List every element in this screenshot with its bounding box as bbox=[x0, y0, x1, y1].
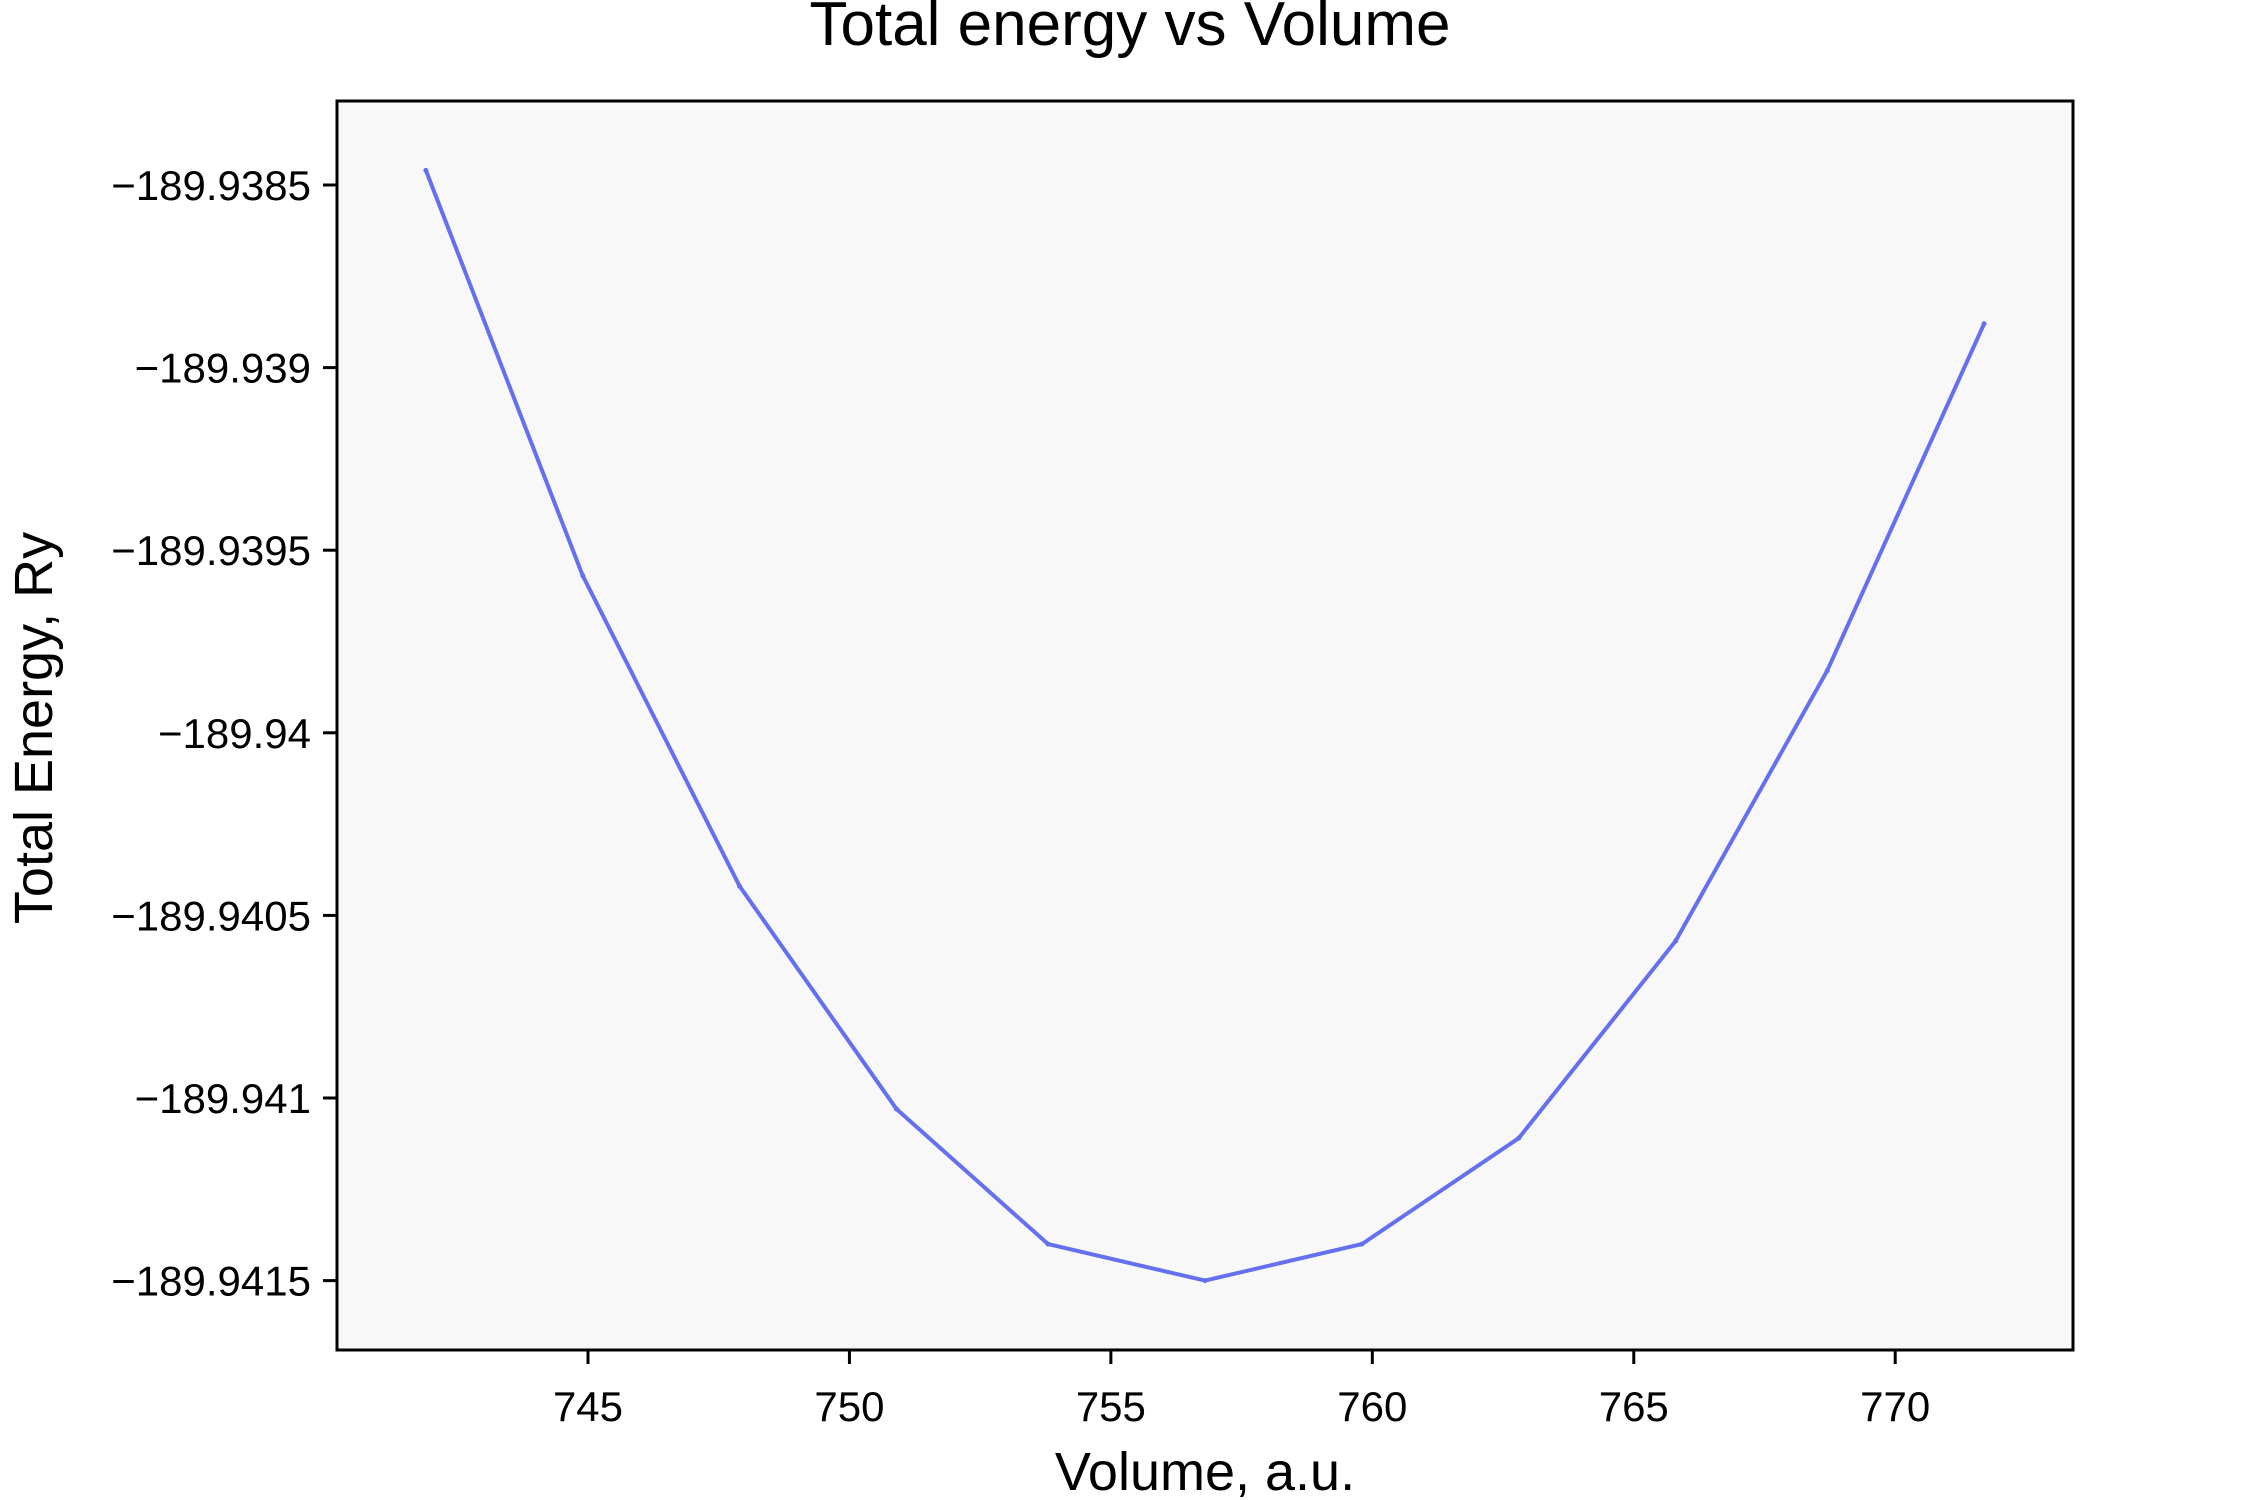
y-tick-label: −189.94 bbox=[158, 710, 311, 757]
x-tick-label: 770 bbox=[1860, 1383, 1930, 1430]
y-tick-label: −189.939 bbox=[135, 345, 311, 392]
y-tick-label: −189.941 bbox=[135, 1075, 311, 1122]
chart-title: Total energy vs Volume bbox=[809, 0, 1450, 59]
data-point bbox=[1202, 1278, 1208, 1284]
data-point bbox=[1981, 321, 1987, 327]
y-axis-label: Total Energy, Ry bbox=[4, 532, 64, 924]
data-point bbox=[580, 573, 586, 579]
data-point bbox=[737, 883, 743, 889]
data-point bbox=[1359, 1241, 1365, 1247]
plot-frame bbox=[335, 99, 2075, 1352]
data-point bbox=[423, 167, 429, 173]
plot-area bbox=[337, 101, 2073, 1350]
y-tick-label: −189.9395 bbox=[111, 527, 311, 574]
x-tick-label: 760 bbox=[1337, 1383, 1407, 1430]
y-tick-label: −189.9385 bbox=[111, 162, 311, 209]
series-layer bbox=[423, 167, 1987, 1284]
y-axis: −189.9385 −189.939 −189.9395 −189.94 −189.94… bbox=[111, 162, 337, 1305]
x-tick-label: 745 bbox=[553, 1383, 623, 1430]
x-tick-label: 765 bbox=[1599, 1383, 1669, 1430]
data-point bbox=[1824, 668, 1830, 674]
x-axis-label: Volume, a.u. bbox=[1055, 1442, 1355, 1500]
y-tick-label: −189.9405 bbox=[111, 892, 311, 939]
x-tick-label: 755 bbox=[1076, 1383, 1146, 1430]
data-point bbox=[1045, 1241, 1051, 1247]
data-point bbox=[1516, 1135, 1522, 1141]
y-tick-label: −189.9415 bbox=[111, 1258, 311, 1305]
data-point bbox=[1673, 938, 1679, 944]
x-tick-label: 750 bbox=[814, 1383, 884, 1430]
data-point bbox=[893, 1106, 899, 1112]
x-axis: 745 750 755 760 765 770 bbox=[553, 1350, 1930, 1430]
